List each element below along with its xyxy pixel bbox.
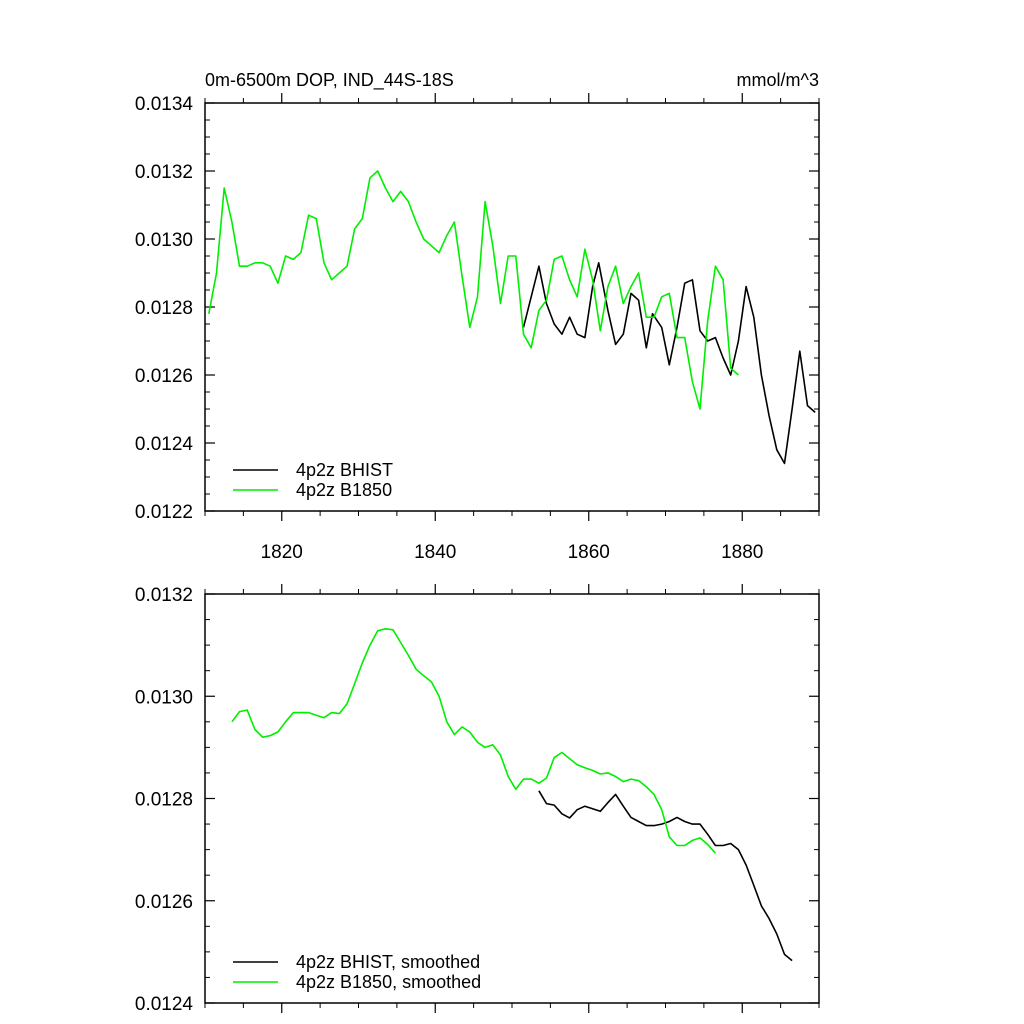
series-group-top xyxy=(208,170,816,465)
series-line-top-1 xyxy=(208,170,739,410)
legend-bottom: 4p2z BHIST, smoothed 4p2z B1850, smoothe… xyxy=(233,952,481,992)
panel-top: 0.0122 0.0124 0.0126 0.0128 0.0130 0.0132 0.01… xyxy=(135,70,820,563)
xtick-label: 1860 xyxy=(568,542,610,563)
panel-bottom: 0.0124 0.0126 0.0128 0.0130 0.0132 4p2z BHIS… xyxy=(135,584,820,1015)
ytick-label: 0.0124 xyxy=(135,434,194,455)
units-label: mmol/m^3 xyxy=(737,70,819,90)
ytick-label: 0.0130 xyxy=(135,687,193,708)
ytick-label: 0.0132 xyxy=(135,162,193,183)
ytick-label: 0.0134 xyxy=(135,94,194,115)
ytick-label: 0.0122 xyxy=(135,502,193,523)
plot-frame-bottom xyxy=(204,593,820,1004)
ytick-label: 0.0132 xyxy=(135,585,193,606)
series-line-top-0 xyxy=(522,261,816,465)
xtick-label: 1840 xyxy=(414,542,456,563)
legend-label-bhist-smoothed: 4p2z BHIST, smoothed xyxy=(296,952,480,972)
legend-label-b1850-smoothed: 4p2z B1850, smoothed xyxy=(296,972,481,992)
plot-frame-top xyxy=(204,102,820,512)
ytick-label: 0.0124 xyxy=(135,994,194,1015)
axis-ticks-bottom: 0.0124 0.0126 0.0128 0.0130 0.0132 xyxy=(135,584,820,1015)
ytick-label: 0.0126 xyxy=(135,892,193,913)
xtick-label: 1820 xyxy=(261,542,303,563)
ytick-label: 0.0130 xyxy=(135,230,193,251)
series-line-bottom-1 xyxy=(231,627,716,854)
xtick-label: 1880 xyxy=(721,542,763,563)
legend-label-bhist: 4p2z BHIST xyxy=(296,460,393,480)
ytick-label: 0.0128 xyxy=(135,790,193,811)
chart-title: 0m-6500m DOP, IND_44S-18S xyxy=(205,70,454,91)
ytick-label: 0.0128 xyxy=(135,298,193,319)
axis-ticks-top: 0.0122 0.0124 0.0126 0.0128 0.0130 0.0132 0.01… xyxy=(135,93,820,563)
legend-label-b1850: 4p2z B1850 xyxy=(296,480,392,500)
series-group-bottom xyxy=(231,627,793,962)
ytick-label: 0.0126 xyxy=(135,366,193,387)
series-line-bottom-0 xyxy=(538,790,793,962)
legend-top: 4p2z BHIST 4p2z B1850 xyxy=(233,460,393,500)
